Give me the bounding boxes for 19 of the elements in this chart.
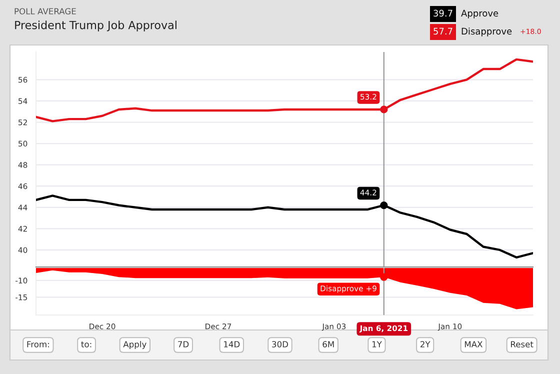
text: 7D: [178, 341, 189, 348]
text: From:: [27, 341, 49, 348]
chart-subtitle: POLL AVERAGE: [14, 8, 76, 14]
text: 1Y: [372, 341, 382, 348]
text: to:: [81, 341, 92, 348]
text: 2Y: [420, 341, 430, 348]
line-series: [36, 58, 533, 122]
text: Reset: [510, 341, 534, 348]
text: 39.7: [434, 10, 452, 17]
text: 30D: [272, 341, 288, 348]
text: MAX: [464, 341, 482, 348]
chart-title: President Trump Job Approval: [15, 20, 176, 32]
text: 14D: [224, 341, 240, 348]
text: Apply: [123, 340, 146, 350]
line-series: [36, 194, 533, 259]
legend-label: Approve: [461, 10, 498, 18]
text: 6M: [322, 341, 334, 348]
legend-label: Disapprove: [462, 28, 512, 36]
text: 57.7: [434, 28, 452, 35]
